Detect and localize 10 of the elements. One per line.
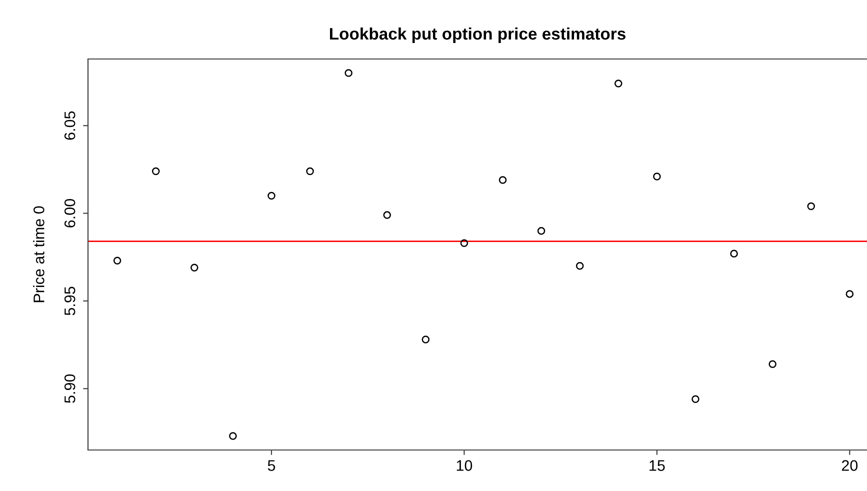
x-tick-label: 5 bbox=[268, 460, 276, 471]
x-tick-label: 20 bbox=[842, 460, 858, 471]
x-tick-label: 10 bbox=[456, 460, 472, 471]
y-axis-title: Price at time 0 bbox=[33, 206, 44, 302]
chart-title: Lookback put option price estimators bbox=[330, 27, 626, 44]
y-tick-label: 5.90 bbox=[64, 374, 76, 403]
y-tick-label: 6.00 bbox=[64, 199, 76, 228]
x-tick-label: 15 bbox=[650, 460, 665, 471]
y-tick-label: 6.05 bbox=[64, 111, 76, 140]
y-tick-label: 5.95 bbox=[64, 286, 76, 316]
